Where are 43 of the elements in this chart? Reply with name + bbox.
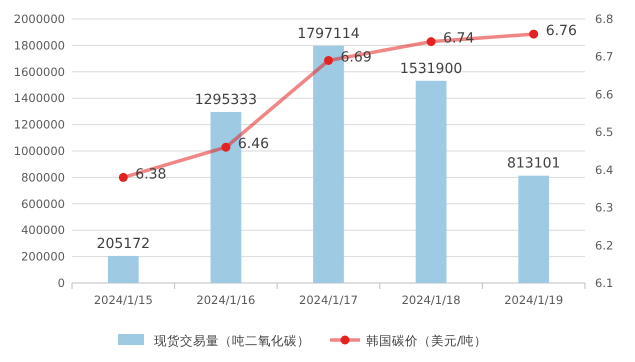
y-tick-label: 400000 <box>21 223 65 238</box>
point <box>118 172 128 182</box>
y-tick-label: 1000000 <box>14 144 65 158</box>
y2-tick-label: 6.8 <box>595 12 614 26</box>
data-label: 1295333 <box>194 92 258 108</box>
y-tick-label: 600000 <box>21 196 65 211</box>
bar <box>518 176 550 283</box>
y2-tick-label: 6.4 <box>595 162 614 177</box>
x-tick-label: 2024/1/19 <box>504 293 564 307</box>
y2-tick-label: 6.5 <box>595 125 614 140</box>
x-tick-label: 2024/1/15 <box>94 293 153 307</box>
legend-label: 韩国碳价（美元/吨） <box>366 333 488 348</box>
data-label: 6.38 <box>135 166 166 182</box>
y-tick-label: 0 <box>58 276 65 290</box>
data-label: 1797114 <box>297 26 360 42</box>
point <box>221 142 230 152</box>
y2-tick-label: 6.6 <box>595 87 614 102</box>
y-tick-label: 1600000 <box>14 64 65 79</box>
data-label: 6.46 <box>238 136 270 152</box>
y2-tick-label: 6.2 <box>595 238 614 252</box>
y-tick-label: 1800000 <box>14 38 65 52</box>
x-tick-label: 2024/1/18 <box>402 293 461 307</box>
data-label: 813101 <box>506 156 560 172</box>
y-tick-label: 200000 <box>21 250 65 264</box>
point <box>529 30 538 39</box>
data-label: 6.74 <box>443 30 474 47</box>
y2-tick-label: 6.7 <box>595 50 614 64</box>
legend-label: 现货交易量（吨二氧化碳） <box>154 333 310 348</box>
point <box>324 56 333 65</box>
y2-tick-label: 6.3 <box>595 200 614 215</box>
x-tick-label: 2024/1/16 <box>196 293 256 307</box>
y2-tick-label: 6.1 <box>595 276 614 290</box>
bar <box>416 80 446 283</box>
y-tick-label: 800000 <box>21 170 65 184</box>
y-tick-label: 1200000 <box>14 118 65 132</box>
data-label: 205172 <box>96 236 150 252</box>
y-tick-label: 1400000 <box>14 91 65 106</box>
point <box>426 37 436 46</box>
y-tick-label: 2000000 <box>14 12 65 26</box>
bar <box>108 256 139 283</box>
data-label: 6.76 <box>546 23 577 40</box>
x-tick-label: 2024/1/17 <box>299 293 358 307</box>
data-label: 1531900 <box>400 60 462 77</box>
